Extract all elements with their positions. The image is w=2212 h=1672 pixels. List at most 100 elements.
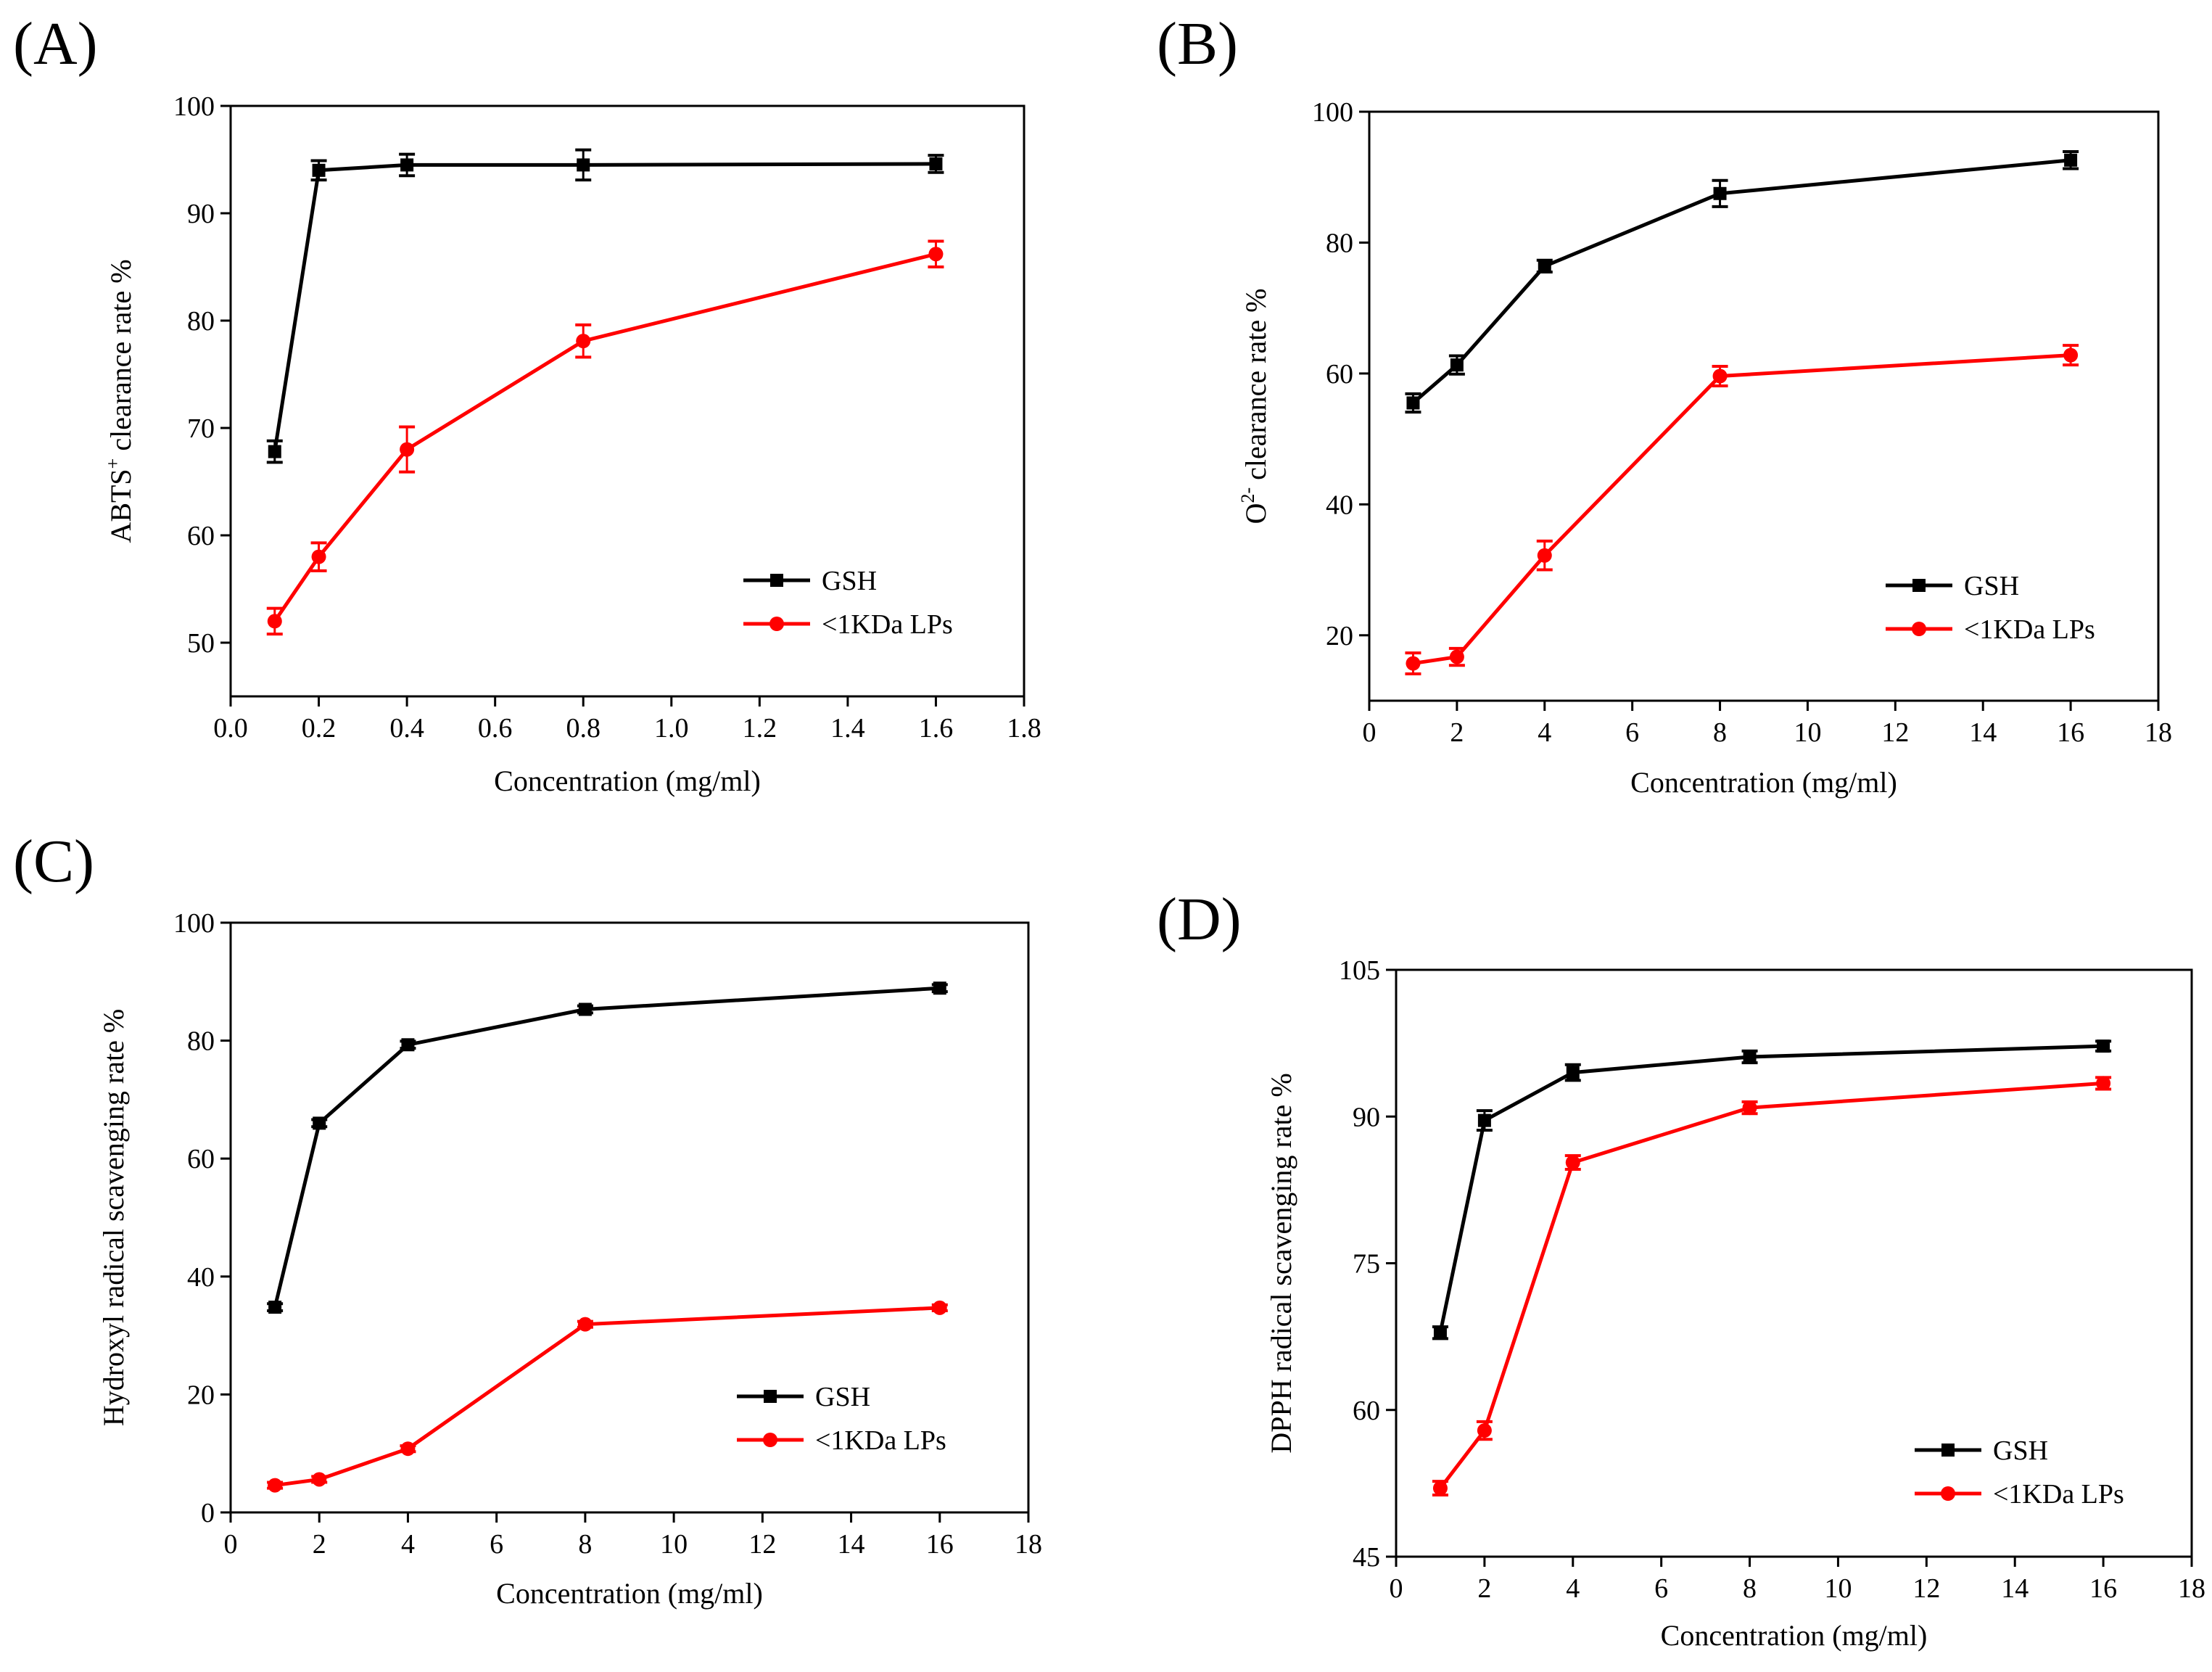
legend: GSH <1KDa LPs	[1886, 571, 2095, 645]
x-axis-title: Concentration (mg/ml)	[1630, 766, 1897, 799]
data-point	[929, 157, 943, 170]
x-tick-label: 14	[838, 1529, 865, 1560]
legend-label: <1KDa LPs	[815, 1425, 946, 1456]
x-tick-label: 12	[748, 1529, 776, 1560]
data-point	[1450, 358, 1464, 372]
legend-marker	[763, 1433, 777, 1447]
legend-marker	[1912, 579, 1926, 592]
y-axis-title-main: O	[1239, 503, 1272, 524]
series-gsh	[266, 148, 944, 464]
data-point	[932, 1300, 947, 1315]
data-point	[2097, 1039, 2110, 1053]
data-point	[1712, 368, 1728, 384]
data-point	[401, 1038, 415, 1052]
y-axis-title-superscript: 2-	[1237, 487, 1258, 503]
data-point	[1477, 1113, 1491, 1127]
x-tick-label: 4	[401, 1529, 415, 1560]
y-axis-title-main: ABTS	[104, 469, 137, 543]
y-tick-label: 0	[201, 1498, 215, 1528]
legend-label: GSH	[815, 1382, 870, 1412]
x-tick-label: 2	[1450, 717, 1464, 748]
x-tick-label: 18	[2145, 717, 2172, 748]
y-tick-label: 80	[187, 306, 215, 337]
data-point	[1537, 548, 1552, 563]
x-tick-label: 1.8	[1007, 713, 1041, 744]
series-gsh	[1405, 150, 2079, 414]
data-point	[2096, 1076, 2111, 1091]
x-tick-label: 12	[1912, 1573, 1940, 1604]
panel-label: (C)	[13, 828, 94, 895]
data-point	[2063, 347, 2079, 363]
data-point	[400, 158, 414, 172]
data-point	[1742, 1100, 1757, 1116]
series-lps	[1405, 344, 2079, 676]
x-tick-label: 0.0	[213, 713, 248, 744]
chart-panel-a: (A) 0.0 0.2 0.4 0.6 0.8 1.0 1.2 1.4 1.6 1.8 50 60 70 8…	[13, 10, 1041, 797]
x-axis-title: Concentration (mg/ml)	[494, 765, 761, 797]
data-point	[267, 614, 282, 629]
legend-item-lps: <1KDa LPs	[737, 1425, 946, 1456]
y-tick-label: 20	[187, 1380, 215, 1410]
data-point	[400, 442, 415, 457]
data-point	[313, 1116, 326, 1130]
data-point	[1566, 1066, 1580, 1079]
x-tick-label: 16	[926, 1529, 954, 1560]
y-tick-label: 80	[187, 1026, 215, 1057]
legend-item-lps: <1KDa LPs	[1886, 614, 2095, 645]
x-tick-label: 0	[1363, 717, 1377, 748]
y-tick-label: 105	[1339, 955, 1380, 986]
plot-frame	[229, 104, 1025, 698]
data-point	[1449, 649, 1464, 664]
x-tick-label: 14	[1969, 717, 1997, 748]
x-tick-label: 10	[1824, 1573, 1852, 1604]
x-tick-label: 8	[1743, 1573, 1757, 1604]
panel-label: (D)	[1157, 886, 1242, 953]
y-axis-title: Hydroxyl radical scavenging rate %	[97, 1009, 130, 1426]
data-point	[1432, 1480, 1448, 1496]
x-tick-label: 0.6	[478, 713, 513, 744]
y-tick-label: 20	[1326, 621, 1353, 651]
x-tick-label: 8	[1713, 717, 1727, 748]
legend-label: GSH	[1964, 571, 2019, 601]
data-point	[1538, 259, 1551, 273]
data-point	[1713, 186, 1727, 200]
legend-item-lps: <1KDa LPs	[1915, 1479, 2124, 1510]
plot-frame	[1395, 968, 2193, 1558]
data-point	[1406, 396, 1420, 410]
x-tick-label: 14	[2001, 1573, 2029, 1604]
series-lps	[267, 1300, 948, 1493]
data-point	[268, 445, 281, 458]
x-tick-label: 1.6	[919, 713, 954, 744]
series-line	[1438, 1081, 2104, 1490]
data-point	[268, 1301, 282, 1314]
data-point	[928, 247, 944, 262]
legend-marker	[764, 1390, 777, 1403]
x-tick-label: 1.4	[830, 713, 865, 744]
legend-marker	[770, 574, 783, 587]
y-tick-label: 45	[1353, 1542, 1380, 1573]
y-axis-title-rest: clearance rate %	[104, 259, 137, 458]
legend-label: <1KDa LPs	[822, 609, 953, 640]
y-tick-label: 40	[187, 1262, 215, 1293]
x-axis-title: Concentration (mg/ml)	[1661, 1619, 1928, 1652]
y-tick-label: 60	[1326, 359, 1353, 390]
data-point	[312, 163, 326, 177]
y-tick-label: 80	[1326, 228, 1353, 258]
series-line	[1411, 158, 2071, 405]
x-tick-label: 6	[1625, 717, 1639, 748]
x-tick-label: 18	[1015, 1529, 1042, 1560]
y-tick-label: 100	[1312, 97, 1353, 128]
y-axis-title-rest: clearance rate %	[1239, 289, 1272, 487]
series-line	[273, 162, 936, 452]
data-point	[1743, 1050, 1757, 1064]
y-tick-label: 100	[173, 908, 215, 939]
y-tick-label: 60	[187, 521, 215, 551]
x-tick-label: 6	[1654, 1573, 1668, 1604]
legend-label: <1KDa LPs	[1993, 1479, 2124, 1510]
y-tick-label: 60	[187, 1144, 215, 1174]
x-tick-label: 0	[224, 1529, 238, 1560]
plot-frame	[1368, 110, 2160, 702]
series-lps	[266, 239, 944, 636]
x-tick-label: 18	[2178, 1573, 2205, 1604]
